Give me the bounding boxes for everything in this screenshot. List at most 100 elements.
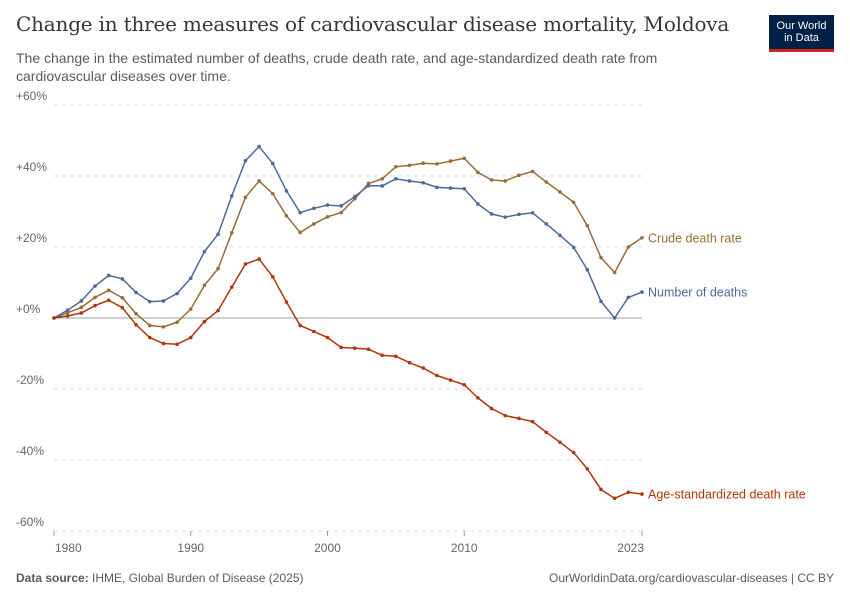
data-point-age-standardized-death-rate bbox=[175, 342, 179, 347]
data-point-number-of-deaths bbox=[106, 273, 111, 278]
data-point-age-standardized-death-rate bbox=[229, 285, 234, 289]
data-point-crude-death-rate bbox=[106, 288, 111, 293]
data-point-number-of-deaths bbox=[612, 316, 617, 320]
data-source-text[interactable]: IHME, Global Burden of Disease (2025) bbox=[92, 571, 304, 585]
x-tick-label: 1980 bbox=[55, 541, 82, 555]
data-source-label: Data source: bbox=[16, 571, 89, 585]
series-label-age-standardized-death-rate: Age-standardized death rate bbox=[648, 488, 806, 502]
data-point-crude-death-rate bbox=[517, 173, 521, 178]
data-point-crude-death-rate bbox=[339, 210, 343, 215]
data-point-age-standardized-death-rate bbox=[571, 450, 576, 455]
data-point-crude-death-rate bbox=[134, 311, 138, 316]
x-tick-label: 2010 bbox=[451, 541, 478, 555]
data-point-crude-death-rate bbox=[79, 305, 84, 310]
data-point-number-of-deaths bbox=[216, 232, 220, 237]
data-point-age-standardized-death-rate bbox=[530, 419, 535, 424]
y-tick-label: -20% bbox=[16, 373, 44, 387]
data-point-number-of-deaths bbox=[93, 284, 97, 288]
data-point-age-standardized-death-rate bbox=[626, 490, 631, 495]
x-tick-label: 2023 bbox=[617, 541, 644, 555]
grid-lines bbox=[54, 104, 642, 532]
data-point-age-standardized-death-rate bbox=[312, 329, 316, 334]
data-point-age-standardized-death-rate bbox=[298, 323, 302, 328]
data-point-number-of-deaths bbox=[530, 211, 535, 215]
data-point-number-of-deaths bbox=[202, 249, 207, 254]
data-point-number-of-deaths bbox=[120, 277, 125, 281]
y-tick-label: +60% bbox=[16, 89, 47, 103]
data-point-age-standardized-death-rate bbox=[161, 341, 166, 346]
data-point-crude-death-rate bbox=[640, 235, 644, 240]
data-point-number-of-deaths bbox=[571, 245, 576, 250]
data-point-age-standardized-death-rate bbox=[599, 487, 603, 492]
chart-title: Change in three measures of cardiovascul… bbox=[16, 12, 730, 36]
chart-subtitle: The change in the estimated number of de… bbox=[16, 50, 658, 84]
data-point-crude-death-rate bbox=[585, 223, 590, 228]
logo-line-1: Our World bbox=[776, 20, 827, 32]
data-point-number-of-deaths bbox=[175, 291, 179, 296]
data-point-age-standardized-death-rate bbox=[188, 335, 193, 340]
series-line-age-standardized-death-rate bbox=[53, 258, 643, 500]
line-chart: +60% +40% +20% +0% -20% -40% -60% 1980 1990 2000… bbox=[16, 89, 806, 555]
data-point-number-of-deaths bbox=[435, 185, 439, 190]
data-point-number-of-deaths bbox=[462, 186, 467, 191]
data-point-age-standardized-death-rate bbox=[106, 298, 111, 303]
data-point-crude-death-rate bbox=[599, 255, 603, 260]
data-point-crude-death-rate bbox=[448, 159, 453, 163]
data-point-crude-death-rate bbox=[407, 163, 412, 168]
data-point-number-of-deaths bbox=[284, 189, 289, 193]
data-point-age-standardized-death-rate bbox=[380, 353, 384, 358]
data-point-number-of-deaths bbox=[312, 206, 316, 211]
series-label-number-of-deaths: Number of deaths bbox=[648, 286, 747, 300]
series-lines bbox=[52, 144, 644, 501]
data-point-crude-death-rate bbox=[380, 177, 384, 181]
data-point-age-standardized-death-rate bbox=[257, 257, 261, 261]
data-point-age-standardized-death-rate bbox=[435, 373, 439, 378]
data-point-number-of-deaths bbox=[366, 183, 371, 188]
data-point-number-of-deaths bbox=[134, 290, 138, 295]
data-point-crude-death-rate bbox=[65, 310, 70, 315]
data-point-number-of-deaths bbox=[626, 295, 631, 300]
data-source: Data source: IHME, Global Burden of Dise… bbox=[16, 571, 303, 585]
data-point-age-standardized-death-rate bbox=[93, 303, 97, 308]
data-point-crude-death-rate bbox=[571, 200, 576, 205]
data-point-age-standardized-death-rate bbox=[79, 311, 84, 315]
data-point-crude-death-rate bbox=[558, 190, 562, 194]
data-point-crude-death-rate bbox=[312, 222, 316, 226]
data-point-crude-death-rate bbox=[530, 169, 535, 174]
series-labels: Crude death rate Number of deaths Age-stan… bbox=[648, 231, 806, 501]
data-point-age-standardized-death-rate bbox=[353, 346, 357, 350]
data-point-crude-death-rate bbox=[489, 178, 494, 182]
data-point-crude-death-rate bbox=[284, 213, 289, 218]
data-point-number-of-deaths bbox=[640, 290, 644, 294]
y-tick-label: +40% bbox=[16, 160, 47, 174]
data-point-crude-death-rate bbox=[120, 295, 125, 300]
data-point-crude-death-rate bbox=[325, 215, 330, 219]
data-point-number-of-deaths bbox=[407, 179, 412, 183]
data-point-number-of-deaths bbox=[270, 161, 275, 166]
data-point-number-of-deaths bbox=[353, 194, 357, 199]
data-point-age-standardized-death-rate bbox=[134, 322, 138, 327]
y-axis-ticks: +60% +40% +20% +0% -20% -40% -60% bbox=[16, 89, 47, 529]
data-point-age-standardized-death-rate bbox=[517, 416, 521, 421]
data-point-crude-death-rate bbox=[161, 325, 166, 329]
data-point-number-of-deaths bbox=[65, 308, 70, 312]
x-tick-label: 1990 bbox=[177, 541, 204, 555]
data-point-number-of-deaths bbox=[558, 233, 562, 238]
series-line-number-of-deaths bbox=[53, 145, 643, 319]
footer-link[interactable]: OurWorldinData.org/cardiovascular-diseas… bbox=[548, 571, 834, 585]
data-point-crude-death-rate bbox=[93, 295, 97, 300]
data-point-crude-death-rate bbox=[626, 245, 631, 249]
data-point-number-of-deaths bbox=[585, 267, 590, 272]
data-point-crude-death-rate bbox=[175, 320, 179, 325]
series-line-crude-death-rate bbox=[53, 157, 643, 328]
owid-logo[interactable]: Our World in Data bbox=[769, 15, 834, 52]
data-point-number-of-deaths bbox=[476, 202, 480, 206]
data-point-age-standardized-death-rate bbox=[202, 319, 207, 324]
data-point-number-of-deaths bbox=[161, 299, 166, 303]
y-tick-label: +20% bbox=[16, 231, 47, 245]
data-point-crude-death-rate bbox=[202, 283, 207, 288]
data-point-age-standardized-death-rate bbox=[421, 366, 426, 370]
data-point-age-standardized-death-rate bbox=[339, 345, 343, 350]
data-point-crude-death-rate bbox=[298, 230, 302, 235]
series-label-crude-death-rate: Crude death rate bbox=[648, 231, 742, 245]
